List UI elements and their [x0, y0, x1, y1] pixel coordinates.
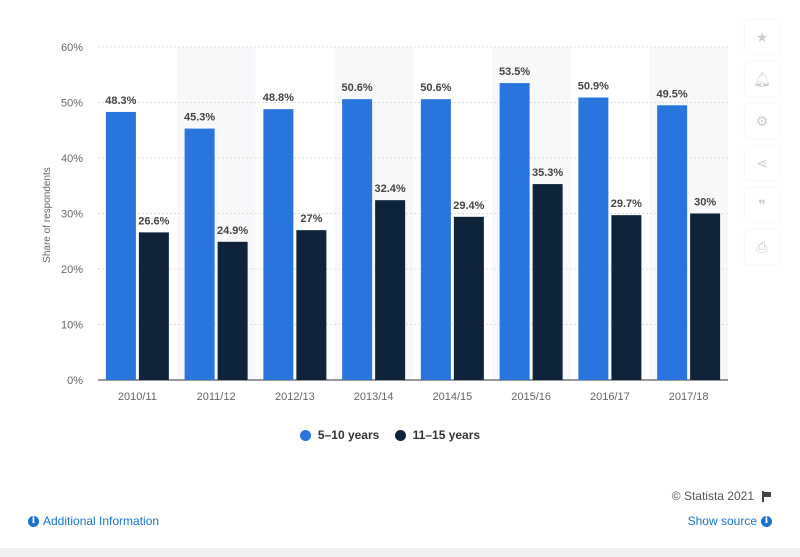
bar	[184, 128, 215, 380]
side-toolbar: ★ 🔔︎ ⚙ ⋖ ❞ ⎙	[745, 20, 783, 272]
data-label: 27%	[300, 213, 322, 225]
bar	[420, 99, 451, 381]
data-label: 50.6%	[420, 82, 451, 94]
bar	[657, 105, 688, 381]
bar	[611, 215, 642, 380]
bar	[138, 232, 169, 380]
x-tick-label: 2014/15	[432, 391, 472, 403]
share-icon[interactable]: ⋖	[745, 146, 779, 180]
legend-item-5-10-years[interactable]: 5–10 years	[299, 428, 380, 442]
data-label: 29.4%	[453, 200, 484, 212]
y-tick-label: 30%	[61, 209, 83, 221]
y-tick-label: 0%	[67, 375, 83, 387]
bar	[690, 213, 721, 380]
bell-icon[interactable]: 🔔︎	[745, 62, 779, 96]
data-label: 53.5%	[499, 66, 530, 78]
data-label: 35.3%	[532, 167, 563, 179]
credit-text[interactable]: © Statista 2021	[671, 489, 754, 503]
bar	[375, 200, 406, 380]
legend: 5–10 years 11–15 years	[0, 428, 780, 444]
y-axis-title: Share of respondents	[42, 167, 53, 263]
data-label: 26.6%	[138, 215, 169, 227]
data-label: 48.8%	[263, 92, 294, 104]
info-icon: i	[28, 515, 39, 527]
data-label: 50.9%	[578, 81, 609, 93]
x-tick-label: 2015/16	[511, 391, 551, 403]
x-tick-label: 2012/13	[275, 391, 315, 403]
data-labels: 48.3% 26.6% 45.3% 24.9% 48.8% 27% 50.6% 32.4% 50…	[105, 66, 716, 237]
bar	[296, 230, 327, 380]
flag-icon[interactable]	[762, 490, 772, 502]
bars	[105, 83, 721, 381]
x-tick-label: 2016/17	[590, 391, 630, 403]
x-tick-label: 2010/11	[118, 391, 157, 403]
y-tick-label: 60%	[61, 42, 83, 54]
data-label: 32.4%	[375, 183, 406, 195]
y-tick-label: 20%	[61, 264, 83, 276]
y-tick-label: 50%	[61, 98, 83, 110]
data-label: 29.7%	[611, 198, 642, 210]
x-tick-label: 2013/14	[354, 391, 394, 403]
y-tick-label: 10%	[61, 320, 83, 332]
gear-icon[interactable]: ⚙	[745, 104, 779, 138]
data-label: 50.6%	[342, 82, 373, 94]
star-icon[interactable]: ★	[745, 20, 779, 54]
data-label: 45.3%	[184, 112, 215, 124]
bar	[263, 109, 294, 380]
bar	[578, 97, 609, 380]
data-label: 30%	[694, 197, 716, 209]
bar	[342, 99, 373, 381]
bar	[499, 83, 530, 380]
legend-label: 11–15 years	[412, 428, 481, 442]
data-label: 24.9%	[217, 225, 248, 237]
bar	[217, 241, 248, 380]
x-tick-label: 2011/12	[197, 391, 236, 403]
bar	[453, 216, 484, 380]
legend-marker	[299, 429, 311, 441]
statista-credit: © Statista 2021	[672, 489, 772, 503]
additional-information-label: Additional Information	[43, 514, 160, 528]
show-source-label: Show source	[687, 514, 757, 528]
info-icon: i	[761, 515, 772, 527]
x-axis-ticks: 2010/11 2011/12 2012/13 2013/14 2014/15 2015/…	[118, 391, 709, 403]
legend-marker	[394, 429, 406, 441]
additional-information-link[interactable]: i Additional Information	[28, 514, 159, 528]
y-tick-label: 40%	[61, 153, 83, 165]
bottom-scrollbar[interactable]	[0, 548, 800, 557]
x-tick-label: 2017/18	[669, 391, 709, 403]
data-label: 48.3%	[105, 95, 136, 107]
show-source-link[interactable]: Show source i	[688, 514, 772, 528]
bar	[532, 184, 563, 380]
legend-item-11-15-years[interactable]: 11–15 years	[394, 428, 481, 442]
bar	[105, 111, 136, 380]
print-icon[interactable]: ⎙	[745, 230, 779, 264]
data-label: 49.5%	[657, 88, 688, 100]
quote-icon[interactable]: ❞	[745, 188, 779, 222]
y-axis-ticks: 0% 10% 20% 30% 40% 50% 60%	[61, 42, 83, 387]
legend-label: 5–10 years	[317, 428, 380, 442]
